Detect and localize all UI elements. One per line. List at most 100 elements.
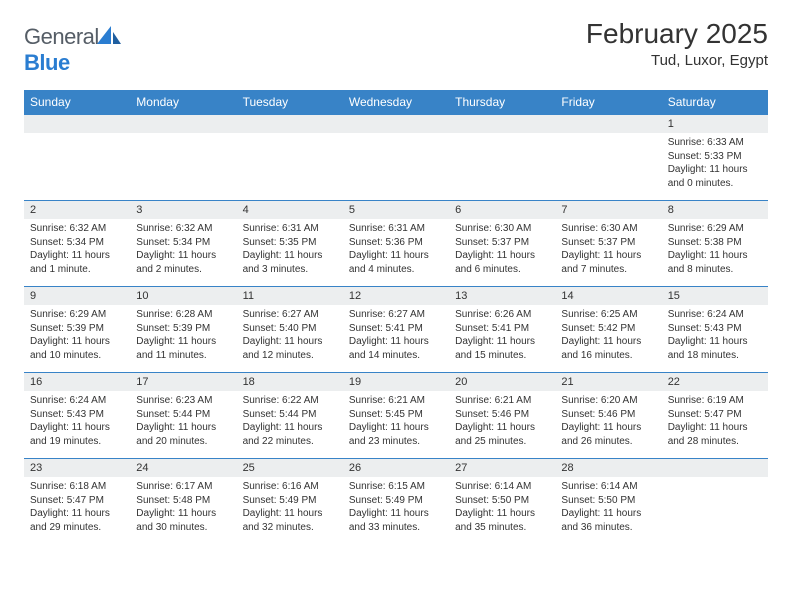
sunset-line: Sunset: 5:43 PM <box>668 322 762 336</box>
day-cell: 11Sunrise: 6:27 AMSunset: 5:40 PMDayligh… <box>237 287 343 373</box>
day-number: 27 <box>449 459 555 477</box>
daylight-line: Daylight: 11 hours and 32 minutes. <box>243 507 337 534</box>
week-row: 1Sunrise: 6:33 AMSunset: 5:33 PMDaylight… <box>24 115 768 201</box>
day-number: 15 <box>662 287 768 305</box>
day-cell: 28Sunrise: 6:14 AMSunset: 5:50 PMDayligh… <box>555 459 661 545</box>
sunset-line: Sunset: 5:47 PM <box>668 408 762 422</box>
day-number <box>130 115 236 133</box>
day-body: Sunrise: 6:22 AMSunset: 5:44 PMDaylight:… <box>237 391 343 451</box>
daylight-line: Daylight: 11 hours and 29 minutes. <box>30 507 124 534</box>
day-number <box>449 115 555 133</box>
sunrise-line: Sunrise: 6:15 AM <box>349 480 443 494</box>
calendar-table: SundayMondayTuesdayWednesdayThursdayFrid… <box>24 90 768 545</box>
day-cell: 8Sunrise: 6:29 AMSunset: 5:38 PMDaylight… <box>662 201 768 287</box>
day-cell: 14Sunrise: 6:25 AMSunset: 5:42 PMDayligh… <box>555 287 661 373</box>
daylight-line: Daylight: 11 hours and 7 minutes. <box>561 249 655 276</box>
day-number: 14 <box>555 287 661 305</box>
weekday-header: Wednesday <box>343 90 449 115</box>
day-cell: 7Sunrise: 6:30 AMSunset: 5:37 PMDaylight… <box>555 201 661 287</box>
sunset-line: Sunset: 5:33 PM <box>668 150 762 164</box>
day-body: Sunrise: 6:19 AMSunset: 5:47 PMDaylight:… <box>662 391 768 451</box>
daylight-line: Daylight: 11 hours and 35 minutes. <box>455 507 549 534</box>
sunrise-line: Sunrise: 6:27 AM <box>349 308 443 322</box>
sunset-line: Sunset: 5:34 PM <box>136 236 230 250</box>
week-row: 23Sunrise: 6:18 AMSunset: 5:47 PMDayligh… <box>24 459 768 545</box>
sunset-line: Sunset: 5:36 PM <box>349 236 443 250</box>
daylight-line: Daylight: 11 hours and 33 minutes. <box>349 507 443 534</box>
day-number: 25 <box>237 459 343 477</box>
location: Tud, Luxor, Egypt <box>586 52 768 69</box>
day-body: Sunrise: 6:32 AMSunset: 5:34 PMDaylight:… <box>130 219 236 279</box>
day-body: Sunrise: 6:23 AMSunset: 5:44 PMDaylight:… <box>130 391 236 451</box>
day-body: Sunrise: 6:26 AMSunset: 5:41 PMDaylight:… <box>449 305 555 365</box>
day-body: Sunrise: 6:20 AMSunset: 5:46 PMDaylight:… <box>555 391 661 451</box>
sunset-line: Sunset: 5:39 PM <box>136 322 230 336</box>
sunset-line: Sunset: 5:34 PM <box>30 236 124 250</box>
daylight-line: Daylight: 11 hours and 28 minutes. <box>668 421 762 448</box>
day-number: 4 <box>237 201 343 219</box>
day-cell: 13Sunrise: 6:26 AMSunset: 5:41 PMDayligh… <box>449 287 555 373</box>
sunrise-line: Sunrise: 6:29 AM <box>668 222 762 236</box>
sunrise-line: Sunrise: 6:19 AM <box>668 394 762 408</box>
sunrise-line: Sunrise: 6:28 AM <box>136 308 230 322</box>
daylight-line: Daylight: 11 hours and 8 minutes. <box>668 249 762 276</box>
sunrise-line: Sunrise: 6:20 AM <box>561 394 655 408</box>
day-cell: 25Sunrise: 6:16 AMSunset: 5:49 PMDayligh… <box>237 459 343 545</box>
day-body: Sunrise: 6:16 AMSunset: 5:49 PMDaylight:… <box>237 477 343 537</box>
day-body: Sunrise: 6:25 AMSunset: 5:42 PMDaylight:… <box>555 305 661 365</box>
sunrise-line: Sunrise: 6:30 AM <box>561 222 655 236</box>
day-cell: 27Sunrise: 6:14 AMSunset: 5:50 PMDayligh… <box>449 459 555 545</box>
day-number <box>237 115 343 133</box>
day-body: Sunrise: 6:33 AMSunset: 5:33 PMDaylight:… <box>662 133 768 193</box>
weekday-header: Tuesday <box>237 90 343 115</box>
day-number: 7 <box>555 201 661 219</box>
sunrise-line: Sunrise: 6:16 AM <box>243 480 337 494</box>
day-body: Sunrise: 6:18 AMSunset: 5:47 PMDaylight:… <box>24 477 130 537</box>
sunset-line: Sunset: 5:35 PM <box>243 236 337 250</box>
day-cell: 24Sunrise: 6:17 AMSunset: 5:48 PMDayligh… <box>130 459 236 545</box>
daylight-line: Daylight: 11 hours and 3 minutes. <box>243 249 337 276</box>
day-number: 6 <box>449 201 555 219</box>
day-cell: 18Sunrise: 6:22 AMSunset: 5:44 PMDayligh… <box>237 373 343 459</box>
day-number: 1 <box>662 115 768 133</box>
sunrise-line: Sunrise: 6:25 AM <box>561 308 655 322</box>
day-number: 21 <box>555 373 661 391</box>
day-body: Sunrise: 6:24 AMSunset: 5:43 PMDaylight:… <box>662 305 768 365</box>
day-number: 10 <box>130 287 236 305</box>
sunrise-line: Sunrise: 6:23 AM <box>136 394 230 408</box>
day-body: Sunrise: 6:27 AMSunset: 5:40 PMDaylight:… <box>237 305 343 365</box>
day-number: 12 <box>343 287 449 305</box>
daylight-line: Daylight: 11 hours and 20 minutes. <box>136 421 230 448</box>
title-block: February 2025 Tud, Luxor, Egypt <box>586 18 768 69</box>
day-cell: 2Sunrise: 6:32 AMSunset: 5:34 PMDaylight… <box>24 201 130 287</box>
sunrise-line: Sunrise: 6:21 AM <box>349 394 443 408</box>
day-body: Sunrise: 6:21 AMSunset: 5:45 PMDaylight:… <box>343 391 449 451</box>
day-body: Sunrise: 6:29 AMSunset: 5:38 PMDaylight:… <box>662 219 768 279</box>
day-number: 17 <box>130 373 236 391</box>
day-cell <box>343 115 449 201</box>
day-cell: 22Sunrise: 6:19 AMSunset: 5:47 PMDayligh… <box>662 373 768 459</box>
weekday-header: Friday <box>555 90 661 115</box>
weekday-header: Sunday <box>24 90 130 115</box>
sunset-line: Sunset: 5:48 PM <box>136 494 230 508</box>
day-cell: 6Sunrise: 6:30 AMSunset: 5:37 PMDaylight… <box>449 201 555 287</box>
day-number: 13 <box>449 287 555 305</box>
day-cell <box>24 115 130 201</box>
day-body: Sunrise: 6:31 AMSunset: 5:35 PMDaylight:… <box>237 219 343 279</box>
daylight-line: Daylight: 11 hours and 16 minutes. <box>561 335 655 362</box>
day-number: 22 <box>662 373 768 391</box>
day-body: Sunrise: 6:29 AMSunset: 5:39 PMDaylight:… <box>24 305 130 365</box>
weekday-header: Saturday <box>662 90 768 115</box>
brand-name-a: General <box>24 24 99 49</box>
day-cell: 20Sunrise: 6:21 AMSunset: 5:46 PMDayligh… <box>449 373 555 459</box>
sunset-line: Sunset: 5:37 PM <box>455 236 549 250</box>
sunrise-line: Sunrise: 6:24 AM <box>668 308 762 322</box>
daylight-line: Daylight: 11 hours and 15 minutes. <box>455 335 549 362</box>
sunset-line: Sunset: 5:46 PM <box>561 408 655 422</box>
daylight-line: Daylight: 11 hours and 11 minutes. <box>136 335 230 362</box>
day-body: Sunrise: 6:32 AMSunset: 5:34 PMDaylight:… <box>24 219 130 279</box>
sunset-line: Sunset: 5:38 PM <box>668 236 762 250</box>
day-number <box>662 459 768 477</box>
sunset-line: Sunset: 5:44 PM <box>136 408 230 422</box>
day-cell <box>237 115 343 201</box>
